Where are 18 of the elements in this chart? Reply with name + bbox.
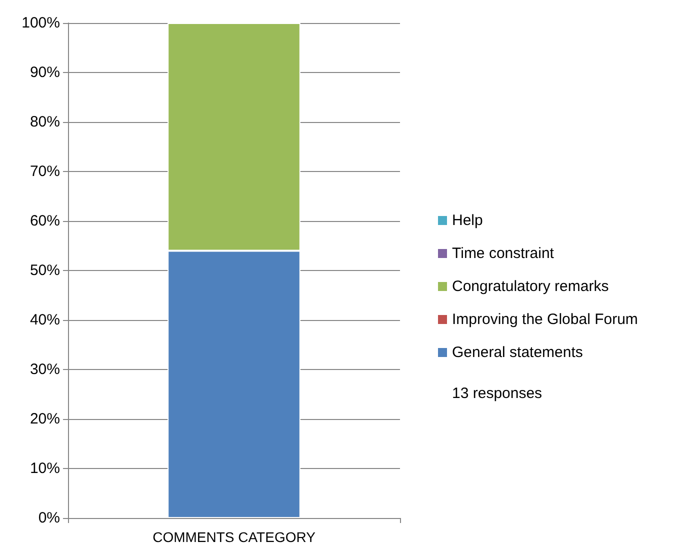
y-tick-label: 30% xyxy=(30,361,60,378)
text: 13 responses xyxy=(452,385,542,402)
x-tick-label: COMMENTS CATEGORY xyxy=(152,529,316,545)
y-tick-label: 20% xyxy=(30,410,60,428)
legend-label: Time constraint xyxy=(452,245,555,262)
legend-label: Improving the Global Forum xyxy=(452,311,638,328)
legend-label: Help xyxy=(452,212,483,229)
y-tick-label: 60% xyxy=(30,212,60,230)
y-tick-label: 10% xyxy=(30,460,60,477)
y-tick-label: 70% xyxy=(30,163,60,180)
y-tick-label: 0% xyxy=(38,510,60,526)
y-tick-label: 90% xyxy=(30,64,60,81)
y-tick-label: 100% xyxy=(22,14,60,32)
y-tick-label: 40% xyxy=(30,312,60,328)
y-tick-label: 80% xyxy=(30,114,60,130)
legend-label: Congratulatory remarks xyxy=(452,278,609,295)
y-tick-label: 50% xyxy=(30,262,60,279)
legend-label: General statements xyxy=(452,344,583,361)
